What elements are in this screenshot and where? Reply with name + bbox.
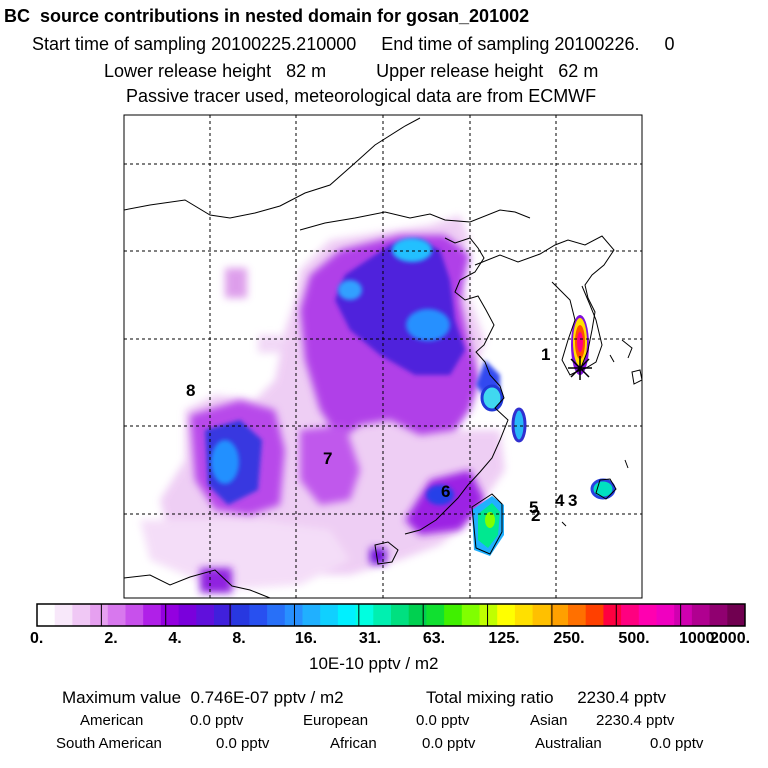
- upper-value: 62 m: [558, 61, 599, 81]
- start-value: 20100225.210000: [211, 34, 357, 54]
- colorbar-tick-5: 31.: [358, 630, 382, 647]
- total-line: Total mixing ratio 2230.4 pptv: [426, 688, 666, 708]
- lower-label: Lower release height: [104, 61, 272, 81]
- colorbar-swatch: [107, 604, 126, 626]
- colorbar-swatch: [320, 604, 339, 626]
- colorbar-swatch: [691, 604, 711, 626]
- colorbar-swatch: [178, 604, 197, 626]
- total-label: Total mixing ratio: [426, 688, 554, 707]
- colorbar-swatch: [125, 604, 144, 626]
- colorbar-swatch: [391, 604, 410, 626]
- colorbar-tick-6: 63.: [422, 630, 446, 647]
- colorbar-swatch: [302, 604, 321, 626]
- colorbar-swatch: [497, 604, 516, 626]
- colorbar-swatch: [249, 604, 268, 626]
- upper-label: Upper release height: [376, 61, 544, 81]
- colorbar-swatch: [674, 604, 693, 626]
- colorbar-swatch: [426, 604, 445, 626]
- colorbar-swatch: [514, 604, 534, 626]
- colorbar-swatch: [160, 604, 180, 626]
- source-label-6: 6: [441, 482, 451, 501]
- colorbar-swatch: [585, 604, 604, 626]
- source-label-5: 5: [529, 498, 539, 517]
- region-value: 0.0 pptv: [416, 712, 470, 729]
- gridlines: [124, 115, 642, 598]
- max-label: Maximum value: [62, 688, 182, 707]
- region-value: 0.0 pptv: [216, 735, 270, 752]
- region-name: African: [330, 735, 377, 752]
- colorbar-tick-8: 250.: [553, 630, 585, 647]
- start-label: Start time of sampling: [32, 34, 207, 54]
- source-label-3: 3: [568, 491, 578, 510]
- colorbar-swatch: [284, 604, 303, 626]
- colorbar-swatch: [337, 604, 357, 626]
- colorbar-swatch: [90, 604, 109, 626]
- colorbar-units: 10E-10 pptv / m2: [309, 654, 439, 673]
- receptor-star-icon: [568, 356, 592, 380]
- colorbar-swatch: [621, 604, 640, 626]
- region-value: 0.0 pptv: [190, 712, 244, 729]
- region-value: 0.0 pptv: [650, 735, 704, 752]
- map-title: BC source contributions in nested domain…: [4, 6, 530, 26]
- source-label-8: 8: [186, 381, 196, 400]
- colorbar-tick-11: 2000.: [710, 630, 751, 647]
- colorbar-swatch: [196, 604, 215, 626]
- colorbar-swatch: [727, 604, 746, 626]
- source-label-7: 7: [323, 449, 333, 468]
- max-value-line: Maximum value 0.746E-07 pptv / m2: [62, 688, 344, 708]
- colorbar-swatch: [373, 604, 392, 626]
- region-name: South American: [56, 735, 162, 752]
- source-label-2: 2: [531, 506, 541, 525]
- colorbar-swatch: [214, 604, 233, 626]
- colorbar-swatch: [143, 604, 162, 626]
- colorbar-tick-4: 16.: [294, 630, 318, 647]
- region-name: American: [80, 712, 144, 729]
- colorbar-swatch: [231, 604, 250, 626]
- colorbar-swatch: [267, 604, 286, 626]
- colorbar-swatch: [638, 604, 657, 626]
- colorbar-swatch: [461, 604, 480, 626]
- colorbar: [37, 604, 746, 626]
- source-label-1: 1: [541, 345, 551, 364]
- colorbar-swatch: [603, 604, 622, 626]
- colorbar-tick-3: 8.: [232, 630, 246, 647]
- colorbar-tick-10: 1000.: [678, 630, 720, 647]
- end-value: 20100226.: [554, 34, 640, 54]
- colorbar-swatch: [532, 604, 551, 626]
- max-value: 0.746E-07 pptv / m2: [190, 688, 344, 707]
- region-name: Australian: [535, 735, 602, 752]
- colorbar-swatch: [479, 604, 498, 626]
- colorbar-border: [36, 603, 746, 627]
- region-name: Asian: [530, 712, 568, 729]
- release-heights: Lower release height 82 m Upper release …: [104, 61, 598, 81]
- colorbar-swatch: [72, 604, 91, 626]
- sampling-times: Start time of sampling 20100225.210000 E…: [32, 34, 675, 54]
- total-value: 2230.4 pptv: [577, 688, 667, 707]
- colorbar-swatch: [37, 604, 56, 626]
- colorbar-tick-2: 4.: [168, 630, 182, 647]
- region-value: 0.0 pptv: [422, 735, 476, 752]
- lower-value: 82 m: [286, 61, 327, 81]
- source-label-4: 4: [555, 491, 565, 510]
- end-label: End time of sampling: [381, 34, 550, 54]
- colorbar-swatch: [408, 604, 427, 626]
- colorbar-tick-0: 0.: [30, 630, 44, 647]
- colorbar-swatch: [568, 604, 587, 626]
- colorbar-swatch: [444, 604, 463, 626]
- concentration-field: [124, 115, 642, 598]
- region-name: European: [303, 712, 369, 729]
- map-border: [123, 114, 643, 599]
- colorbar-swatch: [355, 604, 374, 626]
- colorbar-tick-1: 2.: [104, 630, 118, 647]
- end-extra: 0: [664, 34, 675, 54]
- colorbar-swatch: [550, 604, 569, 626]
- colorbar-swatch: [656, 604, 675, 626]
- colorbar-swatch: [54, 604, 73, 626]
- region-value: 2230.4 pptv: [596, 712, 675, 729]
- tracer-note: Passive tracer used, meteorological data…: [126, 86, 597, 106]
- colorbar-tick-9: 500.: [618, 630, 650, 647]
- colorbar-tick-7: 125.: [488, 630, 520, 647]
- colorbar-swatch: [709, 604, 728, 626]
